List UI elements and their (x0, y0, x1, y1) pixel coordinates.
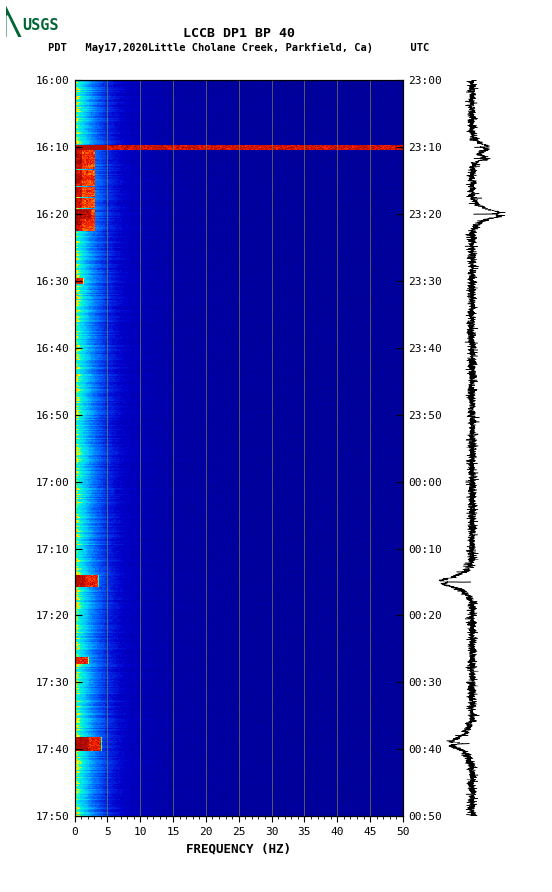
Text: LCCB DP1 BP 40: LCCB DP1 BP 40 (183, 27, 295, 40)
Text: PDT   May17,2020Little Cholane Creek, Parkfield, Ca)      UTC: PDT May17,2020Little Cholane Creek, Park… (48, 43, 429, 53)
Polygon shape (7, 16, 18, 37)
Text: USGS: USGS (23, 19, 59, 33)
Polygon shape (6, 6, 21, 37)
X-axis label: FREQUENCY (HZ): FREQUENCY (HZ) (186, 842, 291, 855)
